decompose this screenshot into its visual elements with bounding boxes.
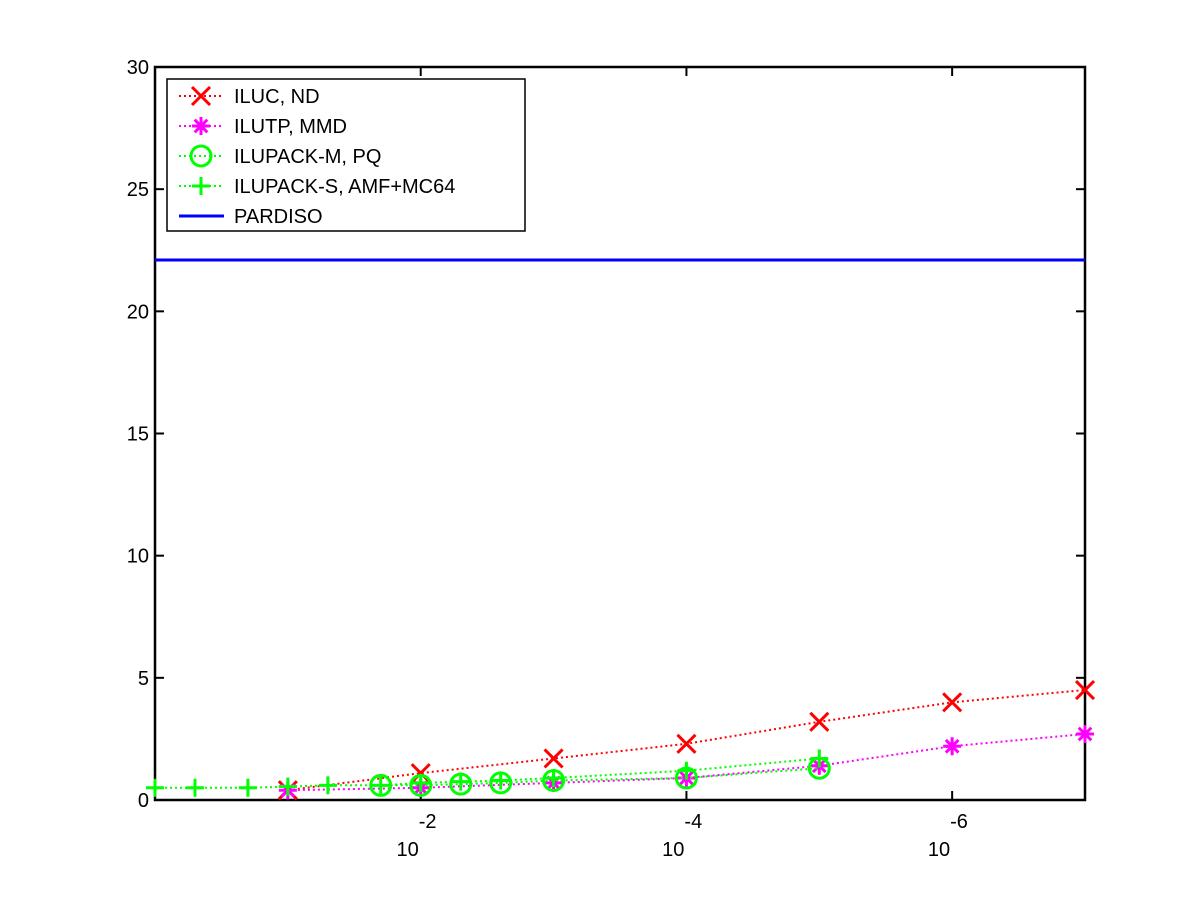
marker-stroke	[543, 748, 564, 769]
y-tick-label: 25	[127, 179, 149, 201]
data-point	[943, 737, 962, 756]
y-tick-label: 5	[138, 668, 149, 690]
series-line	[155, 757, 820, 789]
data-point	[146, 778, 164, 797]
x-tick-label-base: 10	[928, 839, 950, 861]
x-tick-label-exponent: -2	[419, 811, 437, 833]
legend-label: ILUPACK-M, PQ	[234, 146, 381, 168]
legend-item: ILUPACK-M, PQ	[179, 144, 381, 168]
legend: ILUC, ND ILUTP, MMD ILUPACK-M, PQ ILUPACK-S…	[166, 78, 526, 232]
x-tick-label-base: 10	[662, 839, 684, 861]
legend-marker	[192, 177, 210, 195]
legend-item: ILUTP, MMD	[179, 116, 347, 138]
legend-box	[166, 78, 526, 232]
legend-marker	[192, 117, 210, 135]
legend-label: ILUC, ND	[234, 86, 320, 108]
marker-stroke	[944, 738, 960, 754]
data-point	[809, 711, 830, 732]
y-tick-label: 10	[127, 546, 149, 568]
legend-item: PARDISO	[179, 206, 323, 228]
legend-item: ILUC, ND	[179, 85, 320, 108]
data-point	[677, 761, 696, 780]
data-point	[1074, 679, 1096, 701]
marker-stroke	[809, 711, 830, 732]
data-point	[451, 772, 470, 791]
series-3	[146, 749, 829, 797]
data-point	[371, 776, 390, 795]
data-point	[238, 778, 257, 797]
y-tick-label: 15	[127, 424, 149, 446]
marker-stroke	[676, 733, 697, 754]
marker-stroke	[190, 85, 212, 107]
legend-label: ILUPACK-S, AMF+MC64	[234, 176, 455, 198]
legend-label: PARDISO	[234, 206, 323, 228]
data-point	[942, 692, 963, 713]
y-tick-label: 20	[127, 301, 149, 323]
x-tick-label-exponent: -6	[950, 811, 968, 833]
x-tick-label-base: 10	[396, 839, 418, 861]
marker-stroke	[942, 692, 963, 713]
legend-marker	[189, 144, 213, 168]
y-tick-label: 30	[127, 57, 149, 79]
data-point	[810, 749, 829, 768]
legend-item: ILUPACK-S, AMF+MC64	[179, 176, 455, 198]
data-point	[544, 769, 563, 788]
data-point	[411, 773, 430, 792]
data-point	[1076, 725, 1094, 744]
marker-stroke	[1077, 726, 1093, 742]
data-point	[543, 748, 564, 769]
y-tick-label: 0	[138, 790, 149, 812]
data-point	[278, 777, 297, 796]
marker-stroke	[1074, 679, 1096, 701]
data-point	[491, 771, 510, 790]
data-point	[676, 733, 697, 754]
marker-stroke	[193, 118, 209, 134]
legend-marker	[190, 85, 212, 107]
data-point	[318, 776, 337, 795]
marker-stroke	[189, 144, 213, 168]
data-point	[185, 778, 204, 797]
x-tick-label-exponent: -4	[684, 811, 702, 833]
legend-label: ILUTP, MMD	[234, 116, 347, 138]
